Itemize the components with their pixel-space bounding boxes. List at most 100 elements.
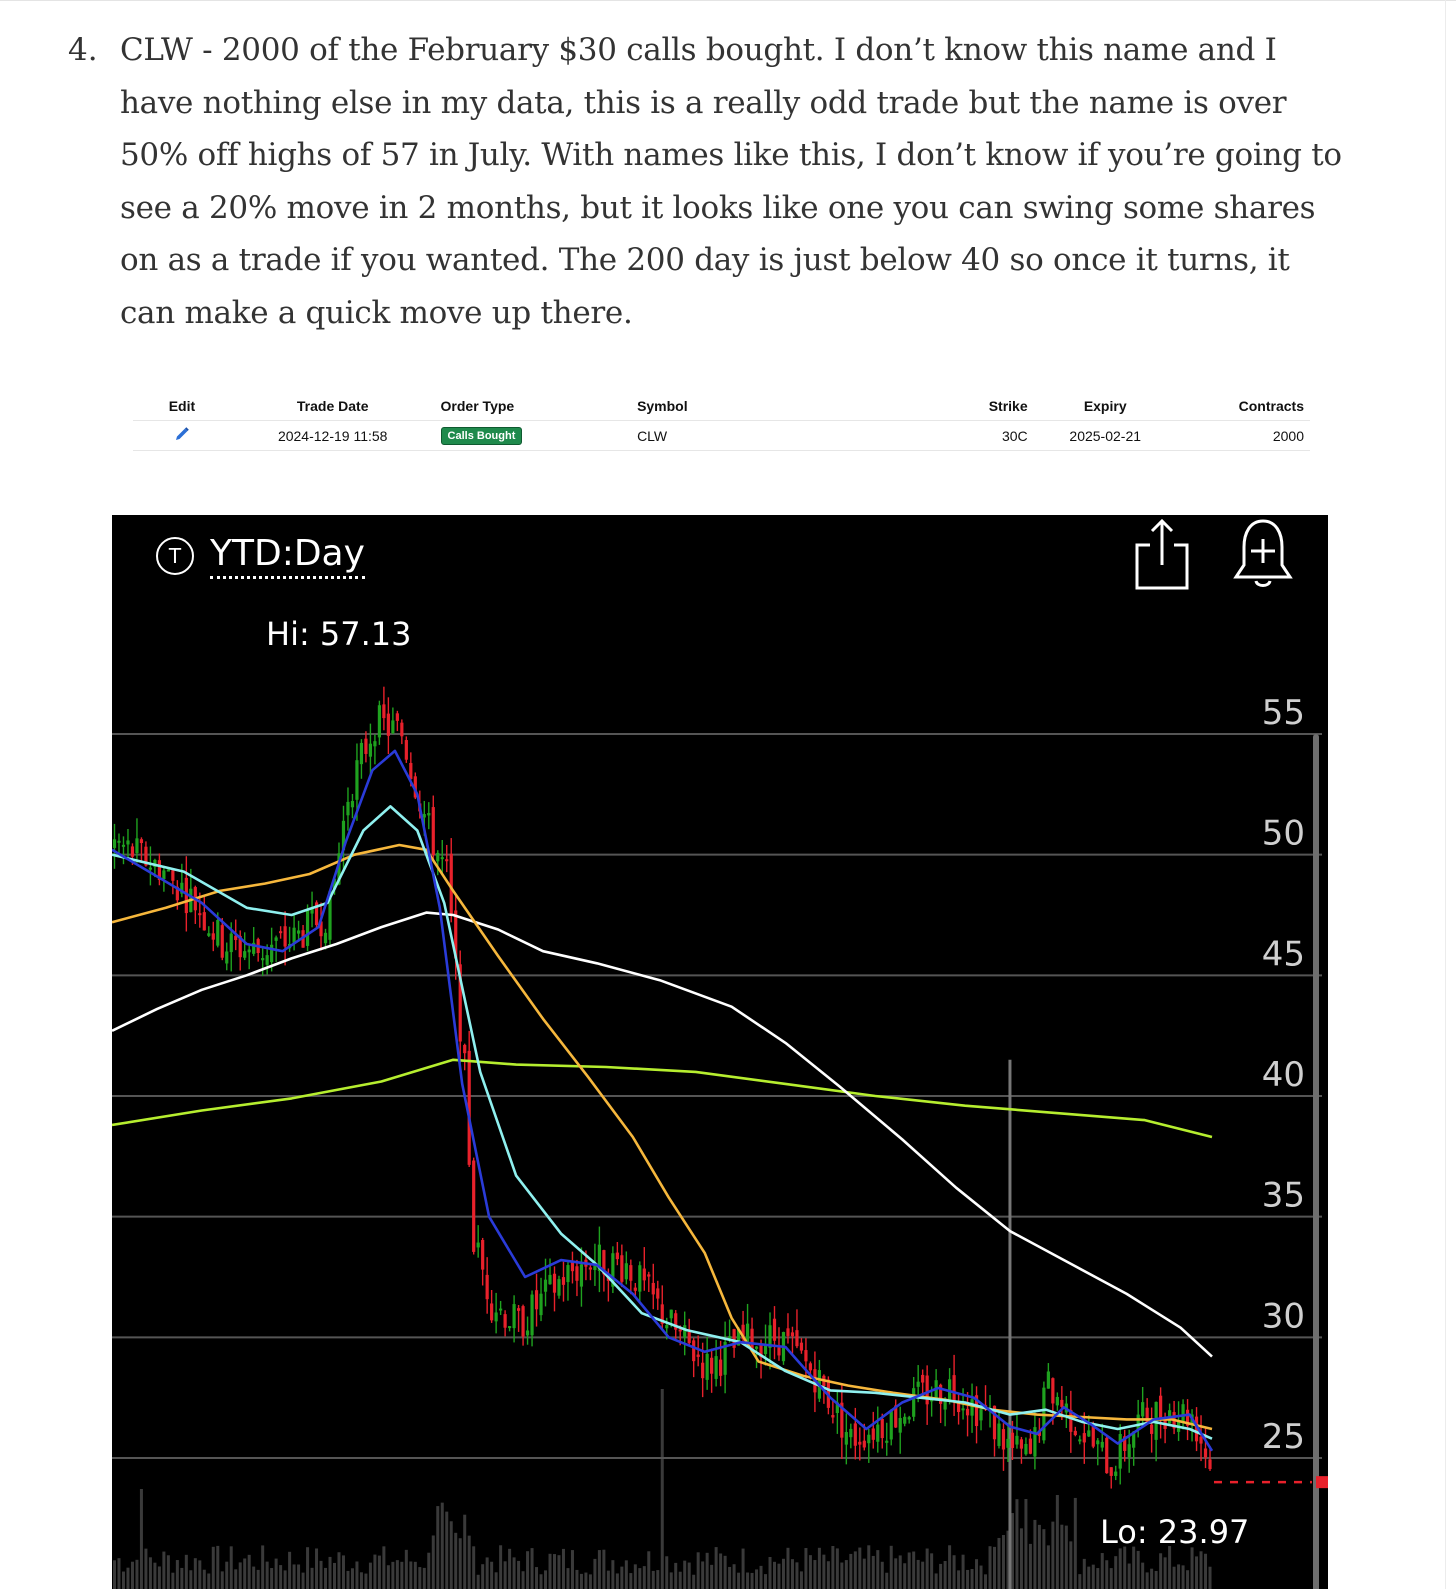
bell-plus-icon[interactable] — [1230, 515, 1296, 593]
volume-bar — [979, 1565, 983, 1589]
volume-bar — [781, 1558, 785, 1589]
volume-bar — [382, 1546, 386, 1589]
volume-bar — [683, 1560, 687, 1589]
volume-bar — [359, 1572, 363, 1589]
volume-bar — [333, 1562, 336, 1589]
candle-body — [427, 813, 431, 816]
candle-body — [175, 886, 179, 901]
volume-bar — [1055, 1494, 1059, 1589]
candle-body — [332, 878, 337, 890]
list-number: 4. — [68, 32, 98, 68]
price-chart[interactable]: 55 50 45 40 35 30 25 T YTD:Day Hi: 57.13 Lo: 2… — [112, 515, 1328, 1589]
y-tick-label: 55 — [1262, 693, 1305, 733]
volume-bar — [1114, 1556, 1118, 1589]
volume-bar — [400, 1561, 404, 1589]
candle-body — [1150, 1424, 1154, 1434]
candle-body — [862, 1440, 866, 1448]
share-icon[interactable] — [1132, 515, 1192, 593]
volume-bar — [1033, 1519, 1037, 1589]
chart-canvas[interactable]: 55 50 45 40 35 30 25 — [112, 515, 1328, 1589]
volume-bar — [373, 1554, 377, 1589]
volume-bar — [957, 1570, 961, 1589]
volume-bar — [517, 1560, 521, 1589]
volume-bar — [597, 1550, 601, 1589]
candle-body — [458, 964, 462, 1042]
volume-bar — [126, 1567, 130, 1589]
candle-body — [476, 1242, 480, 1248]
candle-body — [970, 1399, 974, 1416]
trade-date-cell: 2024-12-19 11:58 — [230, 420, 435, 451]
timeframe-label[interactable]: YTD:Day — [210, 533, 365, 579]
volume-bar — [822, 1554, 826, 1589]
candle-body — [1141, 1402, 1145, 1417]
volume-bar — [202, 1569, 206, 1589]
volume-bar — [508, 1548, 512, 1589]
volume-bar — [288, 1551, 292, 1589]
volume-bar — [539, 1574, 543, 1589]
candle-body — [777, 1347, 781, 1356]
volume-bar — [1150, 1568, 1154, 1589]
candle-body — [1091, 1425, 1095, 1447]
low-label: Lo: 23.97 — [1100, 1513, 1250, 1551]
top-divider — [0, 0, 1456, 5]
timeframe-selector[interactable]: T YTD:Day — [156, 533, 365, 579]
candle-body — [229, 933, 233, 953]
volume-bar — [921, 1561, 925, 1589]
candle-body — [512, 1304, 516, 1329]
candle-body — [180, 882, 184, 894]
t-circle-icon: T — [156, 537, 194, 575]
candle-body — [974, 1395, 979, 1427]
candle-body — [485, 1274, 489, 1300]
candle-body — [1181, 1404, 1185, 1423]
candle-body — [377, 705, 381, 738]
candle-body — [247, 949, 251, 953]
candle-body — [710, 1357, 714, 1374]
candle-body — [481, 1239, 485, 1270]
volume-bar — [377, 1555, 381, 1589]
candle-body — [992, 1405, 997, 1440]
header-contracts: Contracts — [1176, 392, 1310, 421]
volume-bar — [148, 1557, 152, 1589]
volume-bar — [292, 1564, 296, 1589]
pencil-icon[interactable] — [174, 426, 190, 445]
candle-body — [521, 1306, 525, 1337]
volume-bar — [458, 1538, 462, 1589]
candle-body — [472, 1160, 476, 1252]
candle-body — [588, 1267, 593, 1270]
volume-bar — [319, 1560, 323, 1589]
volume-bar — [588, 1574, 592, 1589]
volume-bar — [171, 1572, 175, 1589]
candle-body — [786, 1328, 790, 1336]
volume-bar — [620, 1566, 624, 1589]
candle-body — [1087, 1430, 1091, 1437]
volume-bar — [871, 1555, 875, 1589]
table-row: 2024-12-19 11:58 Calls Bought CLW 30C 20… — [133, 420, 1310, 451]
volume-bar — [499, 1545, 503, 1589]
candle-body — [799, 1342, 804, 1351]
volume-bar — [665, 1556, 669, 1589]
candle-body — [602, 1250, 606, 1275]
candle-body — [184, 877, 188, 914]
volume-bar — [1105, 1560, 1109, 1589]
candle-body — [719, 1359, 723, 1376]
volume-bar — [454, 1532, 458, 1589]
candle-body — [669, 1309, 673, 1319]
volume-bar — [1010, 1513, 1014, 1589]
volume-bar — [759, 1565, 763, 1589]
candle-body — [449, 853, 453, 914]
volume-bar — [364, 1573, 368, 1589]
candle-body — [162, 870, 166, 879]
candle-body — [723, 1341, 727, 1375]
volume-bar — [404, 1549, 408, 1589]
volume-bar — [826, 1561, 830, 1589]
candle-body — [1114, 1471, 1118, 1476]
volume-bar — [1123, 1546, 1127, 1589]
volume-bar — [993, 1546, 996, 1589]
volume-bar — [1046, 1545, 1050, 1589]
volume-bar — [467, 1535, 471, 1589]
volume-bar — [413, 1561, 417, 1589]
volume-bar — [606, 1570, 610, 1589]
volume-bar — [804, 1548, 808, 1589]
candle-body — [867, 1434, 871, 1444]
edit-cell[interactable] — [133, 420, 231, 451]
